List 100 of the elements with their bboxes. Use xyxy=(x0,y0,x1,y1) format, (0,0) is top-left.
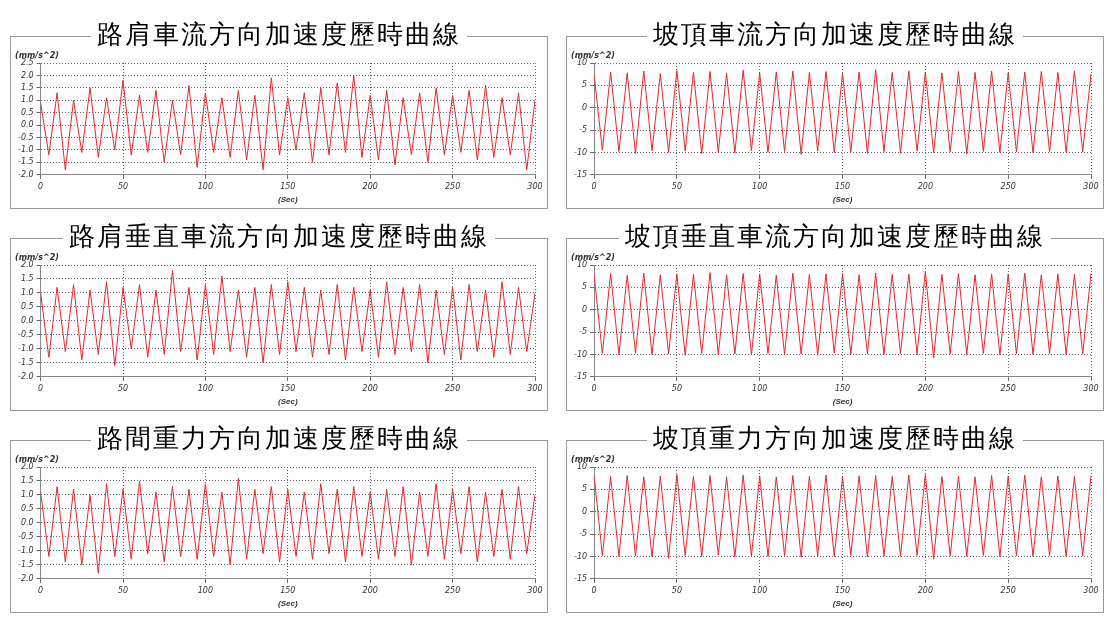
y-tick-label: 10 xyxy=(576,58,588,68)
x-tick-label: 250 xyxy=(444,383,461,393)
y-tick-label: -1.5 xyxy=(18,357,34,367)
y-tick-label: 1.5 xyxy=(20,274,34,284)
y-tick-label: 10 xyxy=(576,462,588,472)
x-axis-title: (Sec) xyxy=(278,195,298,205)
y-tick-label: -15 xyxy=(573,573,588,583)
y-tick-label: 0 xyxy=(581,506,588,516)
y-tick-label: -0.5 xyxy=(18,132,34,142)
x-tick-label: 50 xyxy=(117,181,129,191)
x-tick-label: 250 xyxy=(444,181,461,191)
y-tick-label: 1.0 xyxy=(20,288,34,298)
y-tick-label: 0 xyxy=(581,102,588,112)
x-axis-title: (Sec) xyxy=(832,195,853,205)
x-tick-label: 100 xyxy=(197,585,214,595)
x-axis-title: (Sec) xyxy=(832,599,853,609)
x-tick-label: 50 xyxy=(117,585,129,595)
x-tick-label: 150 xyxy=(280,383,296,393)
y-tick-label: -5 xyxy=(579,125,588,135)
y-tick-label: -5 xyxy=(579,529,588,539)
y-tick-label: -2.0 xyxy=(18,371,34,381)
x-tick-label: 100 xyxy=(752,585,768,595)
x-tick-label: 200 xyxy=(917,585,933,595)
chart-title: 路肩垂直車流方向加速度歷時曲線 xyxy=(63,222,495,251)
y-tick-label: 2.5 xyxy=(20,58,34,68)
y-tick-label: 1.5 xyxy=(20,476,34,486)
x-tick-label: 150 xyxy=(280,181,296,191)
x-tick-label: 300 xyxy=(1083,181,1099,191)
y-tick-label: -1.0 xyxy=(18,343,34,353)
x-tick-label: 50 xyxy=(671,383,682,393)
y-tick-label: 0.0 xyxy=(20,517,34,527)
x-tick-label: 250 xyxy=(1000,585,1016,595)
x-tick-label: 150 xyxy=(834,585,851,595)
chart-title: 坡頂車流方向加速度歷時曲線 xyxy=(647,20,1023,49)
chart-title: 路間重力方向加速度歷時曲線 xyxy=(91,424,467,453)
x-tick-label: 300 xyxy=(527,585,543,595)
x-tick-label: 0 xyxy=(38,585,44,595)
y-tick-label: 1.0 xyxy=(20,95,34,105)
y-tick-label: -10 xyxy=(573,551,588,561)
x-tick-label: 0 xyxy=(38,383,44,393)
x-tick-label: 100 xyxy=(197,383,214,393)
x-tick-label: 100 xyxy=(752,383,768,393)
x-tick-label: 300 xyxy=(527,383,543,393)
y-tick-label: 2.0 xyxy=(20,70,34,80)
y-tick-label: 1.5 xyxy=(20,82,34,92)
y-tick-label: 10 xyxy=(576,260,588,270)
x-tick-label: 100 xyxy=(197,181,214,191)
y-tick-label: -15 xyxy=(573,371,588,381)
y-tick-label: 0.5 xyxy=(20,302,34,311)
x-tick-label: 150 xyxy=(834,383,851,393)
x-tick-label: 200 xyxy=(362,383,378,393)
y-tick-label: 5 xyxy=(581,484,588,494)
y-tick-label: 2.0 xyxy=(20,462,34,472)
x-tick-label: 50 xyxy=(117,383,129,393)
y-tick-label: 0 xyxy=(581,304,588,314)
y-tick-label: 0.5 xyxy=(20,107,34,117)
x-axis-title: (Sec) xyxy=(278,397,298,407)
x-tick-label: 300 xyxy=(1083,585,1099,595)
x-tick-label: 0 xyxy=(591,181,597,191)
y-tick-label: -2.0 xyxy=(18,573,34,583)
x-tick-label: 0 xyxy=(38,181,44,191)
x-tick-label: 150 xyxy=(834,181,851,191)
x-tick-label: 0 xyxy=(591,383,597,393)
y-tick-label: 0.5 xyxy=(20,504,34,513)
y-tick-label: 5 xyxy=(581,282,588,292)
chart-title: 坡頂重力方向加速度歷時曲線 xyxy=(647,424,1023,453)
x-tick-label: 200 xyxy=(362,181,378,191)
chart-title: 路肩車流方向加速度歷時曲線 xyxy=(91,20,467,49)
x-tick-label: 200 xyxy=(917,181,933,191)
x-tick-label: 100 xyxy=(752,181,768,191)
y-tick-label: 2.0 xyxy=(20,260,34,270)
x-tick-label: 200 xyxy=(917,383,933,393)
x-tick-label: 250 xyxy=(444,585,461,595)
y-tick-label: -5 xyxy=(579,327,588,337)
y-tick-label: -1.0 xyxy=(18,145,34,155)
y-tick-label: 5 xyxy=(581,80,588,90)
x-tick-label: 300 xyxy=(1083,383,1099,393)
y-tick-label: -1.0 xyxy=(18,545,34,555)
y-tick-label: 0.0 xyxy=(20,315,34,325)
y-tick-label: -10 xyxy=(573,349,588,359)
chart-title: 坡頂垂直車流方向加速度歷時曲線 xyxy=(619,222,1051,251)
x-tick-label: 200 xyxy=(362,585,378,595)
y-tick-label: -1.5 xyxy=(18,157,34,167)
x-tick-label: 250 xyxy=(1000,181,1016,191)
x-axis-title: (Sec) xyxy=(278,599,298,609)
y-tick-label: 0.0 xyxy=(20,120,34,130)
y-tick-label: -1.5 xyxy=(18,559,34,569)
x-tick-label: 50 xyxy=(671,585,682,595)
y-tick-label: -10 xyxy=(573,147,588,157)
y-tick-label: -2.0 xyxy=(18,169,34,179)
x-tick-label: 50 xyxy=(671,181,682,191)
x-tick-label: 0 xyxy=(591,585,597,595)
y-tick-label: 1.0 xyxy=(20,490,34,500)
x-tick-label: 250 xyxy=(1000,383,1016,393)
x-tick-label: 300 xyxy=(527,181,543,191)
y-tick-label: -0.5 xyxy=(18,329,34,339)
y-tick-label: -0.5 xyxy=(18,531,34,541)
x-tick-label: 150 xyxy=(280,585,296,595)
y-tick-label: -15 xyxy=(573,169,588,179)
x-axis-title: (Sec) xyxy=(832,397,853,407)
